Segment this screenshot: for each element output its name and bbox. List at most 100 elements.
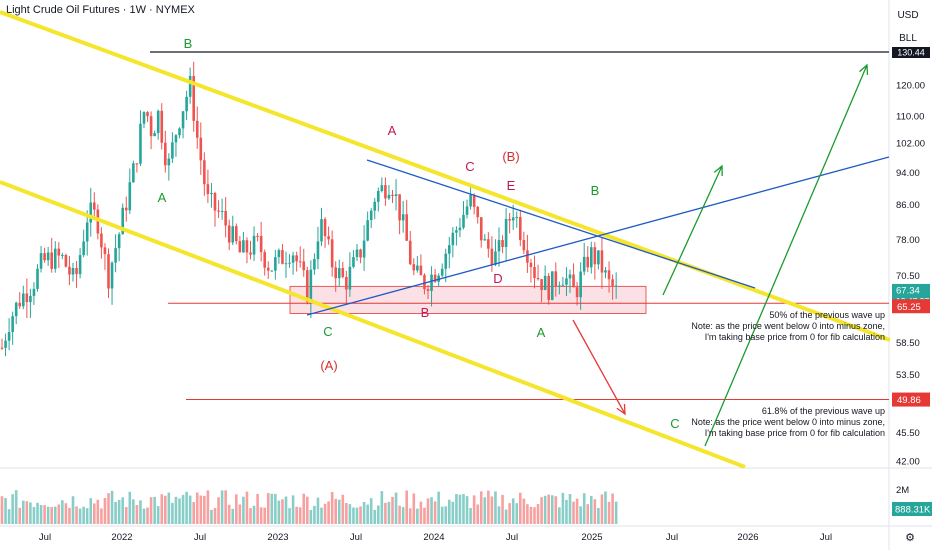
fib-annotation-line: I'm taking base price from 0 for fib cal… xyxy=(705,428,885,438)
support-price-tag-49 xyxy=(892,392,930,407)
candle xyxy=(75,267,78,275)
candle xyxy=(153,133,156,137)
candle xyxy=(231,226,235,243)
volume-bar xyxy=(465,496,469,524)
support-price-label-49: 49.86 xyxy=(897,395,921,406)
candle xyxy=(444,253,448,269)
volume-bar xyxy=(352,507,355,524)
volume-bar xyxy=(259,507,263,524)
candle xyxy=(433,274,437,282)
candle xyxy=(110,262,114,289)
candle xyxy=(316,241,320,259)
candle xyxy=(522,240,526,251)
candle xyxy=(192,75,195,121)
time-tick: 2022 xyxy=(111,532,132,543)
time-tick: Jul xyxy=(39,532,51,543)
volume-bar xyxy=(320,507,323,524)
candle xyxy=(508,219,511,221)
currency-button[interactable]: USD xyxy=(897,10,919,21)
candle xyxy=(401,214,405,221)
wave-label: A xyxy=(158,190,167,205)
volume-bar xyxy=(277,500,281,524)
volume-bar xyxy=(501,494,504,524)
volume-bar xyxy=(558,507,561,524)
top-price-tag xyxy=(892,47,930,58)
volume-bar xyxy=(455,493,458,524)
volume-bar xyxy=(408,508,412,524)
candle xyxy=(281,250,284,264)
candle xyxy=(128,182,132,211)
candle xyxy=(252,235,256,255)
volume-bar xyxy=(373,509,377,524)
volume-bar xyxy=(7,509,11,524)
time-tick: Jul xyxy=(506,532,518,543)
forecast-arrow-down-head xyxy=(616,403,626,416)
volume-bar xyxy=(391,496,394,524)
volume-bar xyxy=(252,505,256,524)
candle xyxy=(448,245,451,254)
candle xyxy=(7,332,11,341)
candle xyxy=(337,268,341,279)
volume-bar xyxy=(89,498,93,524)
volume-bar xyxy=(68,507,71,524)
candle xyxy=(259,235,263,253)
volume-bar xyxy=(4,498,7,524)
wave-label: E xyxy=(507,178,516,193)
volume-bar xyxy=(245,491,249,524)
volume-bar xyxy=(345,502,348,524)
candle xyxy=(472,194,476,207)
volume-bar xyxy=(494,491,497,524)
candle xyxy=(107,254,110,289)
candle xyxy=(362,240,366,258)
volume-bar xyxy=(614,501,618,524)
price-tick: 78.00 xyxy=(896,235,920,246)
volume-bar xyxy=(600,494,604,524)
candle xyxy=(458,227,462,231)
volume-bar xyxy=(323,503,327,524)
candle xyxy=(263,252,266,268)
volume-bar xyxy=(64,503,68,524)
candle xyxy=(295,255,298,262)
candle xyxy=(511,217,515,221)
time-tick: Jul xyxy=(666,532,678,543)
volume-bar xyxy=(43,505,46,524)
volume-bar xyxy=(29,502,32,524)
volume-bar xyxy=(156,506,160,524)
candle xyxy=(582,256,586,272)
unit-button[interactable]: BLL xyxy=(899,33,917,44)
volume-bar xyxy=(536,504,540,524)
candle xyxy=(93,202,96,210)
volume-bar xyxy=(227,504,231,524)
candle xyxy=(359,249,362,258)
candle xyxy=(558,285,561,287)
fib-annotation-line: 50% of the previous wave up xyxy=(769,310,885,320)
volume-bar xyxy=(178,498,181,524)
wave-label: (B) xyxy=(502,149,519,164)
candle xyxy=(416,265,419,271)
candle xyxy=(575,287,579,298)
volume-bar xyxy=(96,499,100,524)
candle xyxy=(160,110,164,143)
candle xyxy=(572,274,575,288)
candle xyxy=(11,316,14,333)
volume-bar xyxy=(256,494,259,524)
volume-bar xyxy=(309,509,313,524)
candle xyxy=(68,266,71,275)
candle xyxy=(391,194,394,196)
candle xyxy=(53,248,57,269)
candle xyxy=(515,216,519,218)
volume-bar xyxy=(419,501,423,524)
volume-bar xyxy=(224,490,227,524)
price-tick: 58.50 xyxy=(896,338,920,349)
volume-bar xyxy=(547,494,550,524)
wave-label: (A) xyxy=(320,358,337,373)
triangle-lower-trendline xyxy=(306,156,890,316)
candle xyxy=(249,252,252,255)
volume-bar xyxy=(110,490,114,524)
volume-bar xyxy=(167,492,171,524)
candle xyxy=(320,219,323,242)
volume-bar xyxy=(561,492,565,524)
candle xyxy=(149,116,153,137)
candle xyxy=(611,279,614,287)
